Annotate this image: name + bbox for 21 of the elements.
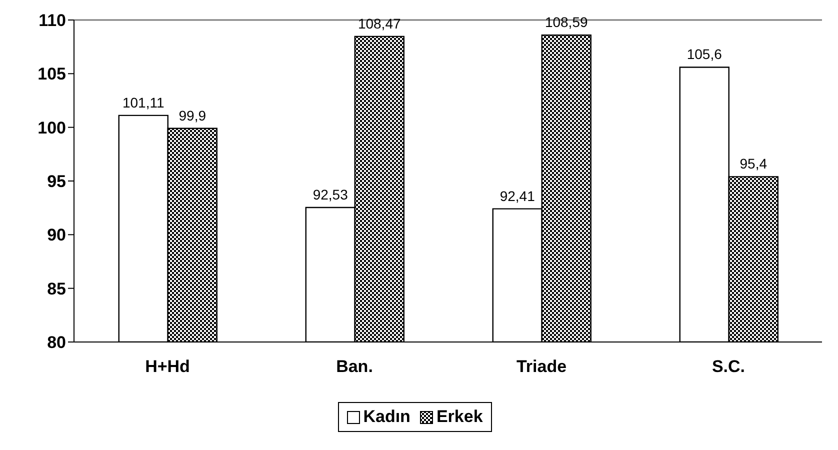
x-tick-label: S.C.: [712, 357, 746, 376]
x-tick-label: H+Hd: [145, 357, 190, 376]
y-tick-label: 85: [47, 279, 66, 298]
data-label: 92,53: [312, 186, 348, 203]
x-tick-label: Triade: [516, 357, 567, 376]
y-tick-label: 95: [47, 172, 66, 192]
data-label: 105,6: [686, 46, 722, 62]
y-tick-label: 110: [38, 11, 66, 30]
y-tick-label: 80: [47, 333, 66, 352]
y-tick-label: 105: [38, 64, 66, 84]
data-label: 99,9: [178, 107, 206, 124]
data-label: 108,59: [544, 14, 588, 30]
x-tick-label: Ban.: [336, 357, 373, 376]
legend-label: Kadın: [362, 407, 410, 427]
data-label: 92,41: [500, 188, 536, 204]
data-label: 108,47: [358, 15, 401, 32]
legend-label: Erkek: [435, 407, 483, 427]
y-tick-label: 100: [38, 118, 66, 138]
data-label: 95,4: [740, 156, 768, 172]
data-label: 101,11: [122, 94, 164, 110]
y-tick-label: 90: [47, 226, 66, 245]
